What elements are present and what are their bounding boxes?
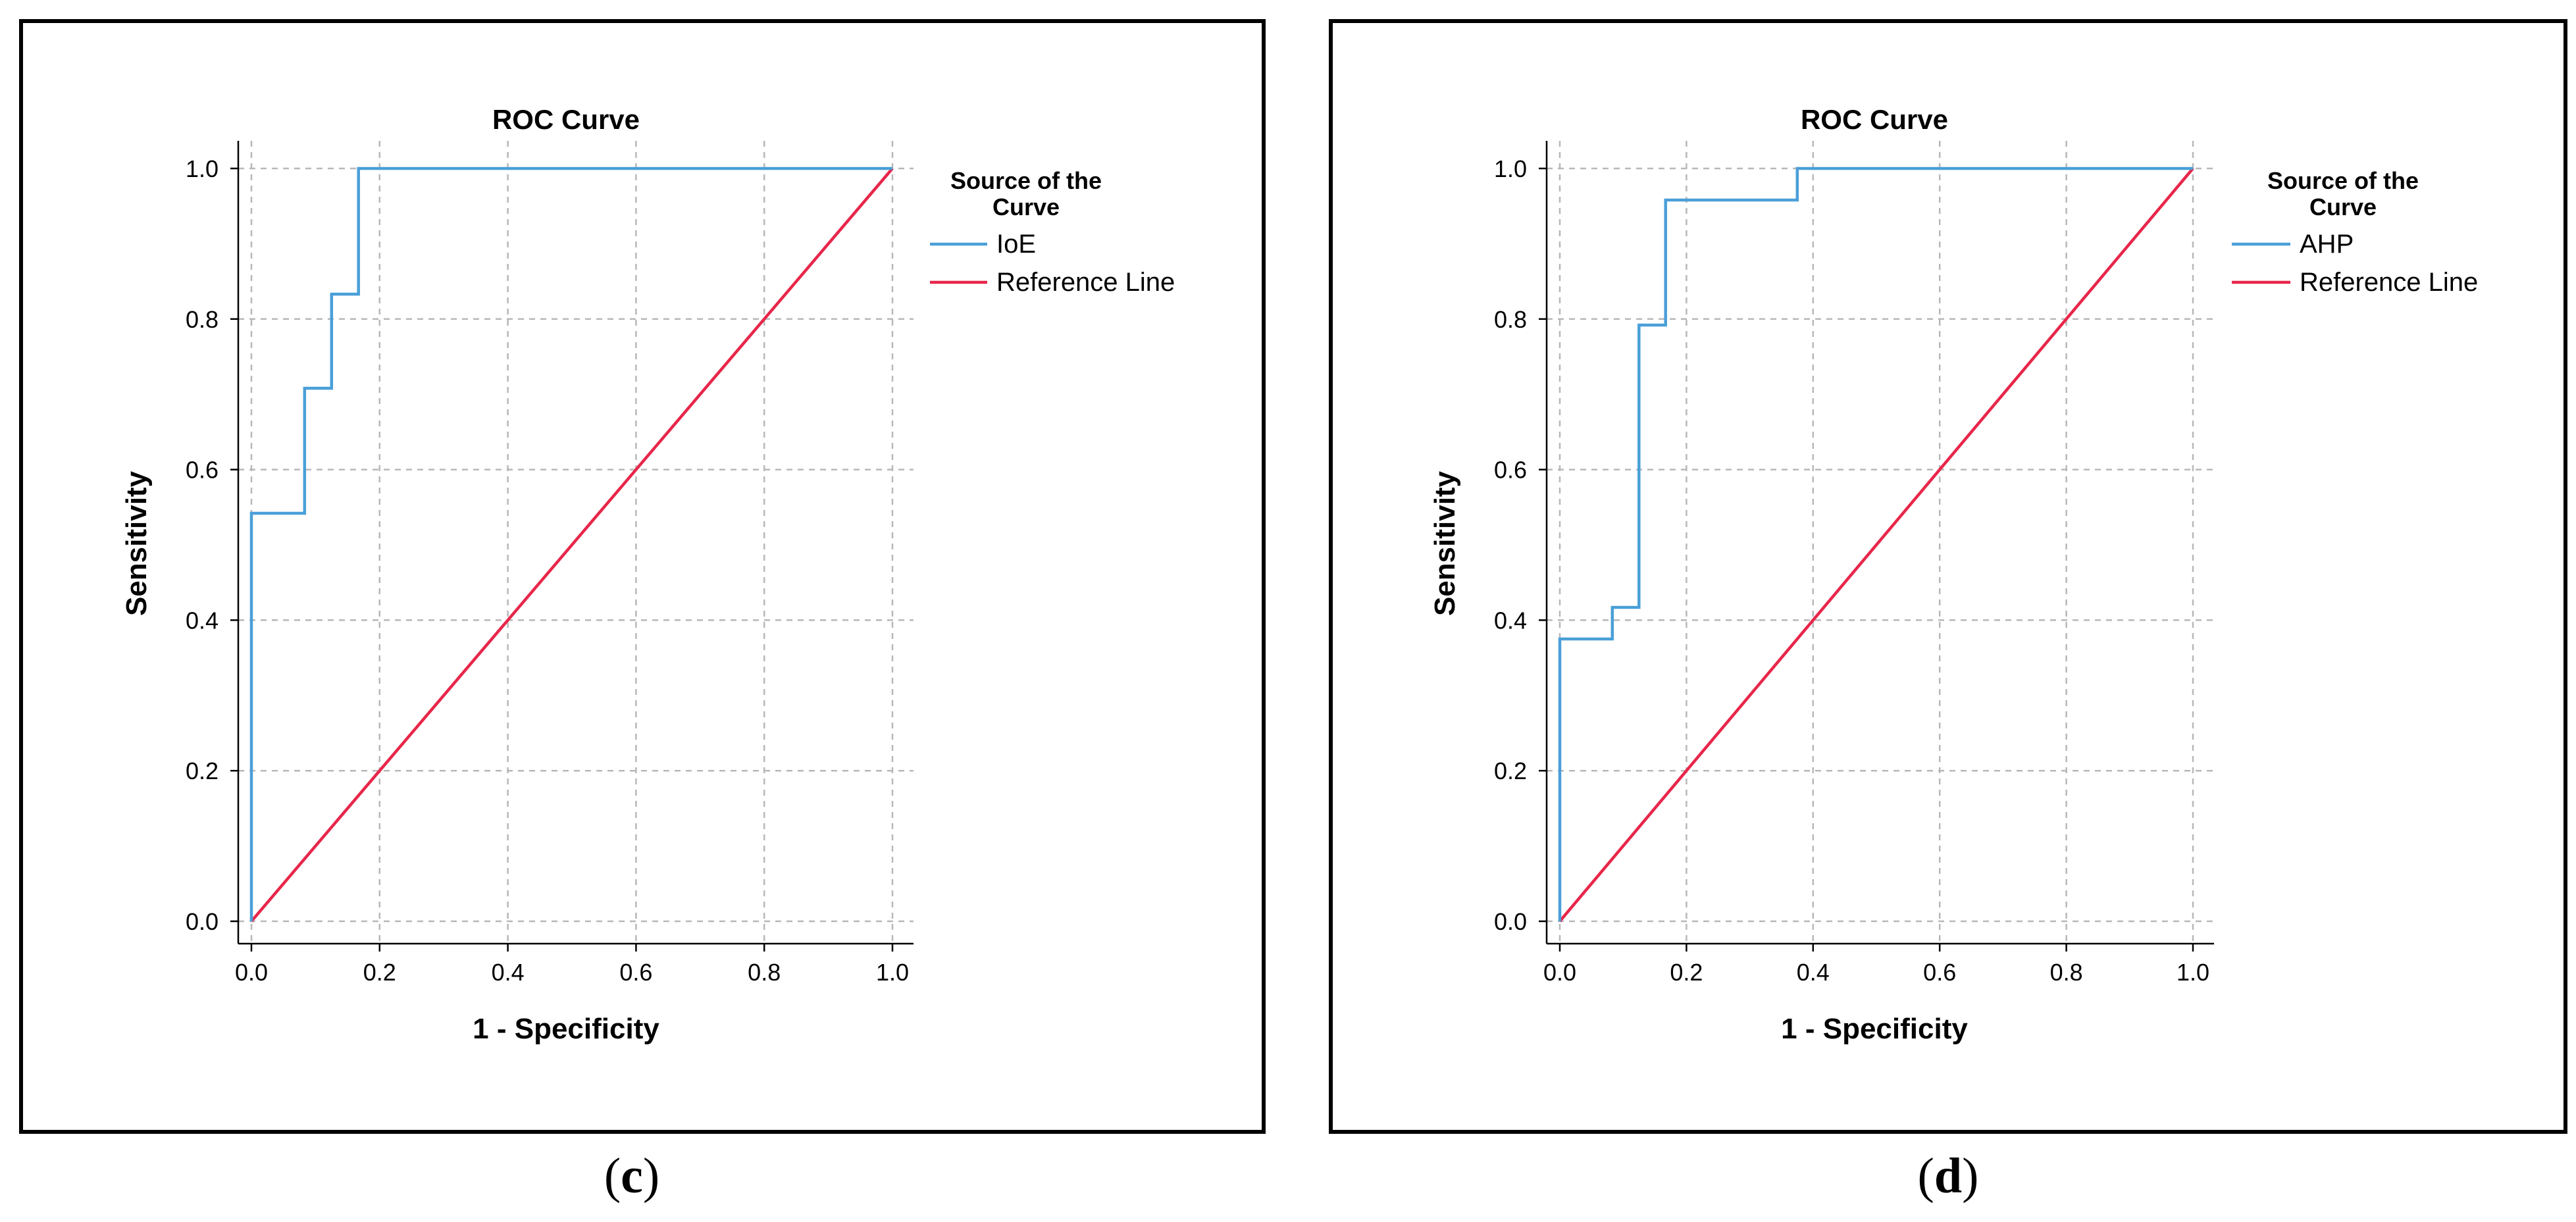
x-tick-label: 0.2 — [1670, 959, 1703, 986]
y-tick-label: 0.8 — [186, 306, 219, 333]
y-axis-label: Sensitivity — [120, 471, 153, 616]
roc-curve-ioe — [249, 166, 892, 921]
panel-caption-d: (d) — [1918, 1148, 1979, 1204]
legend-entry-label: IoE — [996, 230, 1036, 259]
legend-entry-label: Reference Line — [2300, 268, 2478, 297]
reference-line — [1558, 167, 2194, 923]
legend-title: Source of the Curve — [950, 167, 1102, 220]
x-tick-label: 0.4 — [1797, 959, 1830, 986]
panel-caption-c: (c) — [604, 1148, 659, 1204]
x-tick-label: 0.8 — [748, 959, 781, 986]
x-tick-label: 0.6 — [1923, 959, 1956, 986]
x-tick-label: 1.0 — [876, 959, 909, 986]
legend-title: Source of the Curve — [2267, 167, 2419, 220]
y-tick-label: 0.2 — [1494, 757, 1527, 784]
y-tick-label: 1.0 — [1494, 155, 1527, 182]
chart-title: ROC Curve — [492, 104, 640, 135]
y-tick-label: 0.0 — [186, 908, 219, 935]
panel-c: ROC Curve 0.0 0.2 0.4 0.6 0.8 1.0 0.0 0.2 0.4 0.6… — [19, 19, 1266, 1204]
y-tick-label: 0.0 — [1494, 908, 1527, 935]
x-tick-label: 0.0 — [1543, 959, 1576, 986]
panel-label-c: c — [621, 1148, 643, 1204]
y-tick-label: 1.0 — [186, 155, 219, 182]
y-tick-label: 0.6 — [186, 457, 219, 484]
x-tick-label: 1.0 — [2177, 959, 2209, 986]
y-tick-label: 0.4 — [1494, 607, 1527, 634]
x-tick-label: 0.0 — [235, 959, 268, 986]
panel-d: ROC Curve 0.0 0.2 0.4 0.6 0.8 1.0 0.0 0.2 0.4 0.6… — [1329, 19, 2567, 1204]
y-tick-label: 0.2 — [186, 757, 219, 784]
x-tick-label: 0.2 — [363, 959, 396, 986]
legend-entry-label: AHP — [2300, 230, 2354, 259]
legend-entry-label: Reference Line — [996, 268, 1175, 297]
roc-curve-ahp — [1558, 166, 2193, 921]
y-tick-label: 0.8 — [1494, 306, 1527, 333]
y-axis-label: Sensitivity — [1429, 471, 1461, 616]
x-axis-label: 1 - Specificity — [473, 1013, 659, 1045]
x-tick-label: 0.6 — [619, 959, 652, 986]
x-tick-label: 0.4 — [492, 959, 525, 986]
reference-line — [250, 167, 894, 923]
y-tick-label: 0.6 — [1494, 457, 1527, 484]
panel-d-border — [1329, 19, 2567, 1134]
panel-c-border — [19, 19, 1266, 1134]
panel-label-d: d — [1934, 1148, 1962, 1204]
x-axis-label: 1 - Specificity — [1781, 1013, 1968, 1045]
chart-title: ROC Curve — [1801, 104, 1948, 135]
x-tick-label: 0.8 — [2050, 959, 2083, 986]
y-tick-label: 0.4 — [186, 607, 219, 634]
